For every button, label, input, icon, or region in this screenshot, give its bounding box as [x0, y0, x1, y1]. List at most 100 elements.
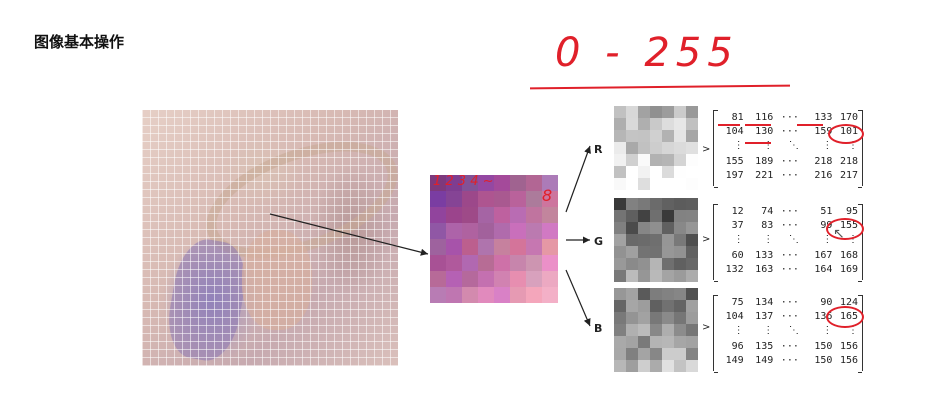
matrix-cell: 136	[814, 311, 833, 322]
pixel-cell	[478, 191, 494, 207]
pixel-cell	[662, 130, 674, 142]
matrix-cell: 221	[755, 170, 774, 181]
pixel-cell	[614, 142, 626, 154]
pixel-cell	[686, 270, 698, 282]
matrix-cell: ⋮	[848, 234, 858, 245]
pixel-cell	[510, 191, 526, 207]
channel-label-g: G	[594, 235, 604, 248]
pixel-cell	[626, 118, 638, 130]
matrix-row: ⋮ ⋮ ⋱ ⋮ ⋮	[720, 140, 858, 151]
pixel-cell	[614, 324, 626, 336]
pixel-cell	[430, 239, 446, 255]
pixel-cell	[650, 118, 662, 130]
matrix-cell: 159	[814, 126, 833, 137]
pixel-cell	[446, 271, 462, 287]
pixel-cell	[614, 336, 626, 348]
pixel-cell	[526, 175, 542, 191]
pixel-cell	[614, 130, 626, 142]
pixel-cell	[542, 175, 558, 191]
pixel-cell	[662, 312, 674, 324]
matrix-cell: 130	[755, 126, 774, 137]
pixel-cell	[494, 191, 510, 207]
pixel-cell	[686, 288, 698, 300]
matrix-cell: ···	[780, 250, 799, 261]
matrix-cell: 217	[839, 170, 858, 181]
pixel-cell	[686, 118, 698, 130]
pixel-cell	[542, 207, 558, 223]
matrix-cell: 149	[755, 355, 774, 366]
pixel-cell	[526, 239, 542, 255]
pixel-cell	[674, 336, 686, 348]
matrix-g: 12 74 ··· 51 95 37 83 ··· 99 155 ⋮ ⋮ ⋱ ⋮ ⋮ 60 133 ··· 1…	[713, 204, 863, 282]
matrix-cell: ⋱	[788, 234, 799, 245]
pixel-cell	[526, 287, 542, 303]
pixel-cell	[674, 166, 686, 178]
pixel-cell	[638, 336, 650, 348]
pixel-cell	[650, 222, 662, 234]
pixel-cell	[674, 154, 686, 166]
matrix-cell: 168	[839, 250, 858, 261]
pixel-cell	[446, 255, 462, 271]
pixel-cell	[430, 175, 446, 191]
matrix-r: 81 116 ··· 133 170 104 130 ··· 159 101 ⋮ ⋮ ⋱ ⋮ ⋮ 155…	[713, 110, 863, 188]
matrix-cell: ⋮	[822, 140, 833, 151]
pixel-cell	[462, 207, 478, 223]
pixel-cell	[430, 207, 446, 223]
matrix-cell: ⋮	[848, 140, 858, 151]
source-image-pixel-grid	[142, 110, 398, 366]
pixel-cell	[686, 234, 698, 246]
annotation-circle-165	[826, 306, 864, 328]
pixel-cell	[650, 270, 662, 282]
matrix-row: ⋮ ⋮ ⋱ ⋮ ⋮	[720, 234, 858, 245]
pixel-cell	[638, 210, 650, 222]
pixel-cell	[446, 191, 462, 207]
arrow-glyph-r: >	[702, 144, 711, 155]
pixel-cell	[510, 175, 526, 191]
pixel-cell	[638, 234, 650, 246]
pixel-cell	[662, 360, 674, 372]
pixel-cell	[686, 154, 698, 166]
pixel-cell	[446, 223, 462, 239]
pixel-cell	[526, 271, 542, 287]
matrix-cell: ⋮	[763, 234, 774, 245]
pixel-cell	[638, 142, 650, 154]
pixel-cell	[526, 223, 542, 239]
pixel-cell	[626, 360, 638, 372]
pixel-cell	[686, 178, 698, 190]
pixel-cell	[662, 324, 674, 336]
pixel-cell	[446, 175, 462, 191]
channel-image-r	[614, 106, 698, 190]
matrix-cell: 137	[755, 311, 774, 322]
matrix-cell: ⋮	[763, 325, 774, 336]
pixel-cell	[626, 106, 638, 118]
matrix-row: 12 74 ··· 51 95	[720, 206, 858, 217]
matrix-cell: 163	[755, 264, 774, 275]
pixel-cell	[614, 270, 626, 282]
handwritten-range-annotation: 0 - 255	[555, 30, 739, 76]
pixel-cell	[626, 178, 638, 190]
pixel-cell	[662, 118, 674, 130]
pixel-cell	[650, 142, 662, 154]
pixel-cell	[686, 142, 698, 154]
pixel-cell	[626, 234, 638, 246]
annotation-circle-155	[826, 218, 864, 240]
mouse-cursor-icon: ↖	[833, 226, 845, 242]
zoomed-pixel-patch	[430, 175, 558, 303]
matrix-cell: 133	[814, 112, 833, 123]
pixel-cell	[650, 166, 662, 178]
arrow-glyph-g: >	[702, 234, 711, 245]
pixel-cell	[614, 234, 626, 246]
pixel-cell	[662, 106, 674, 118]
matrix-cell: 133	[755, 250, 774, 261]
pixel-cell	[478, 223, 494, 239]
pixel-cell	[650, 312, 662, 324]
annotation-underline-81	[718, 124, 740, 126]
pixel-cell	[638, 270, 650, 282]
annotation-underline-130	[745, 142, 771, 144]
matrix-cell: 104	[725, 126, 744, 137]
pixel-cell	[526, 191, 542, 207]
pixel-cell	[626, 324, 638, 336]
matrix-cell: 95	[845, 206, 858, 217]
matrix-cell: 51	[820, 206, 833, 217]
matrix-cell: 164	[814, 264, 833, 275]
